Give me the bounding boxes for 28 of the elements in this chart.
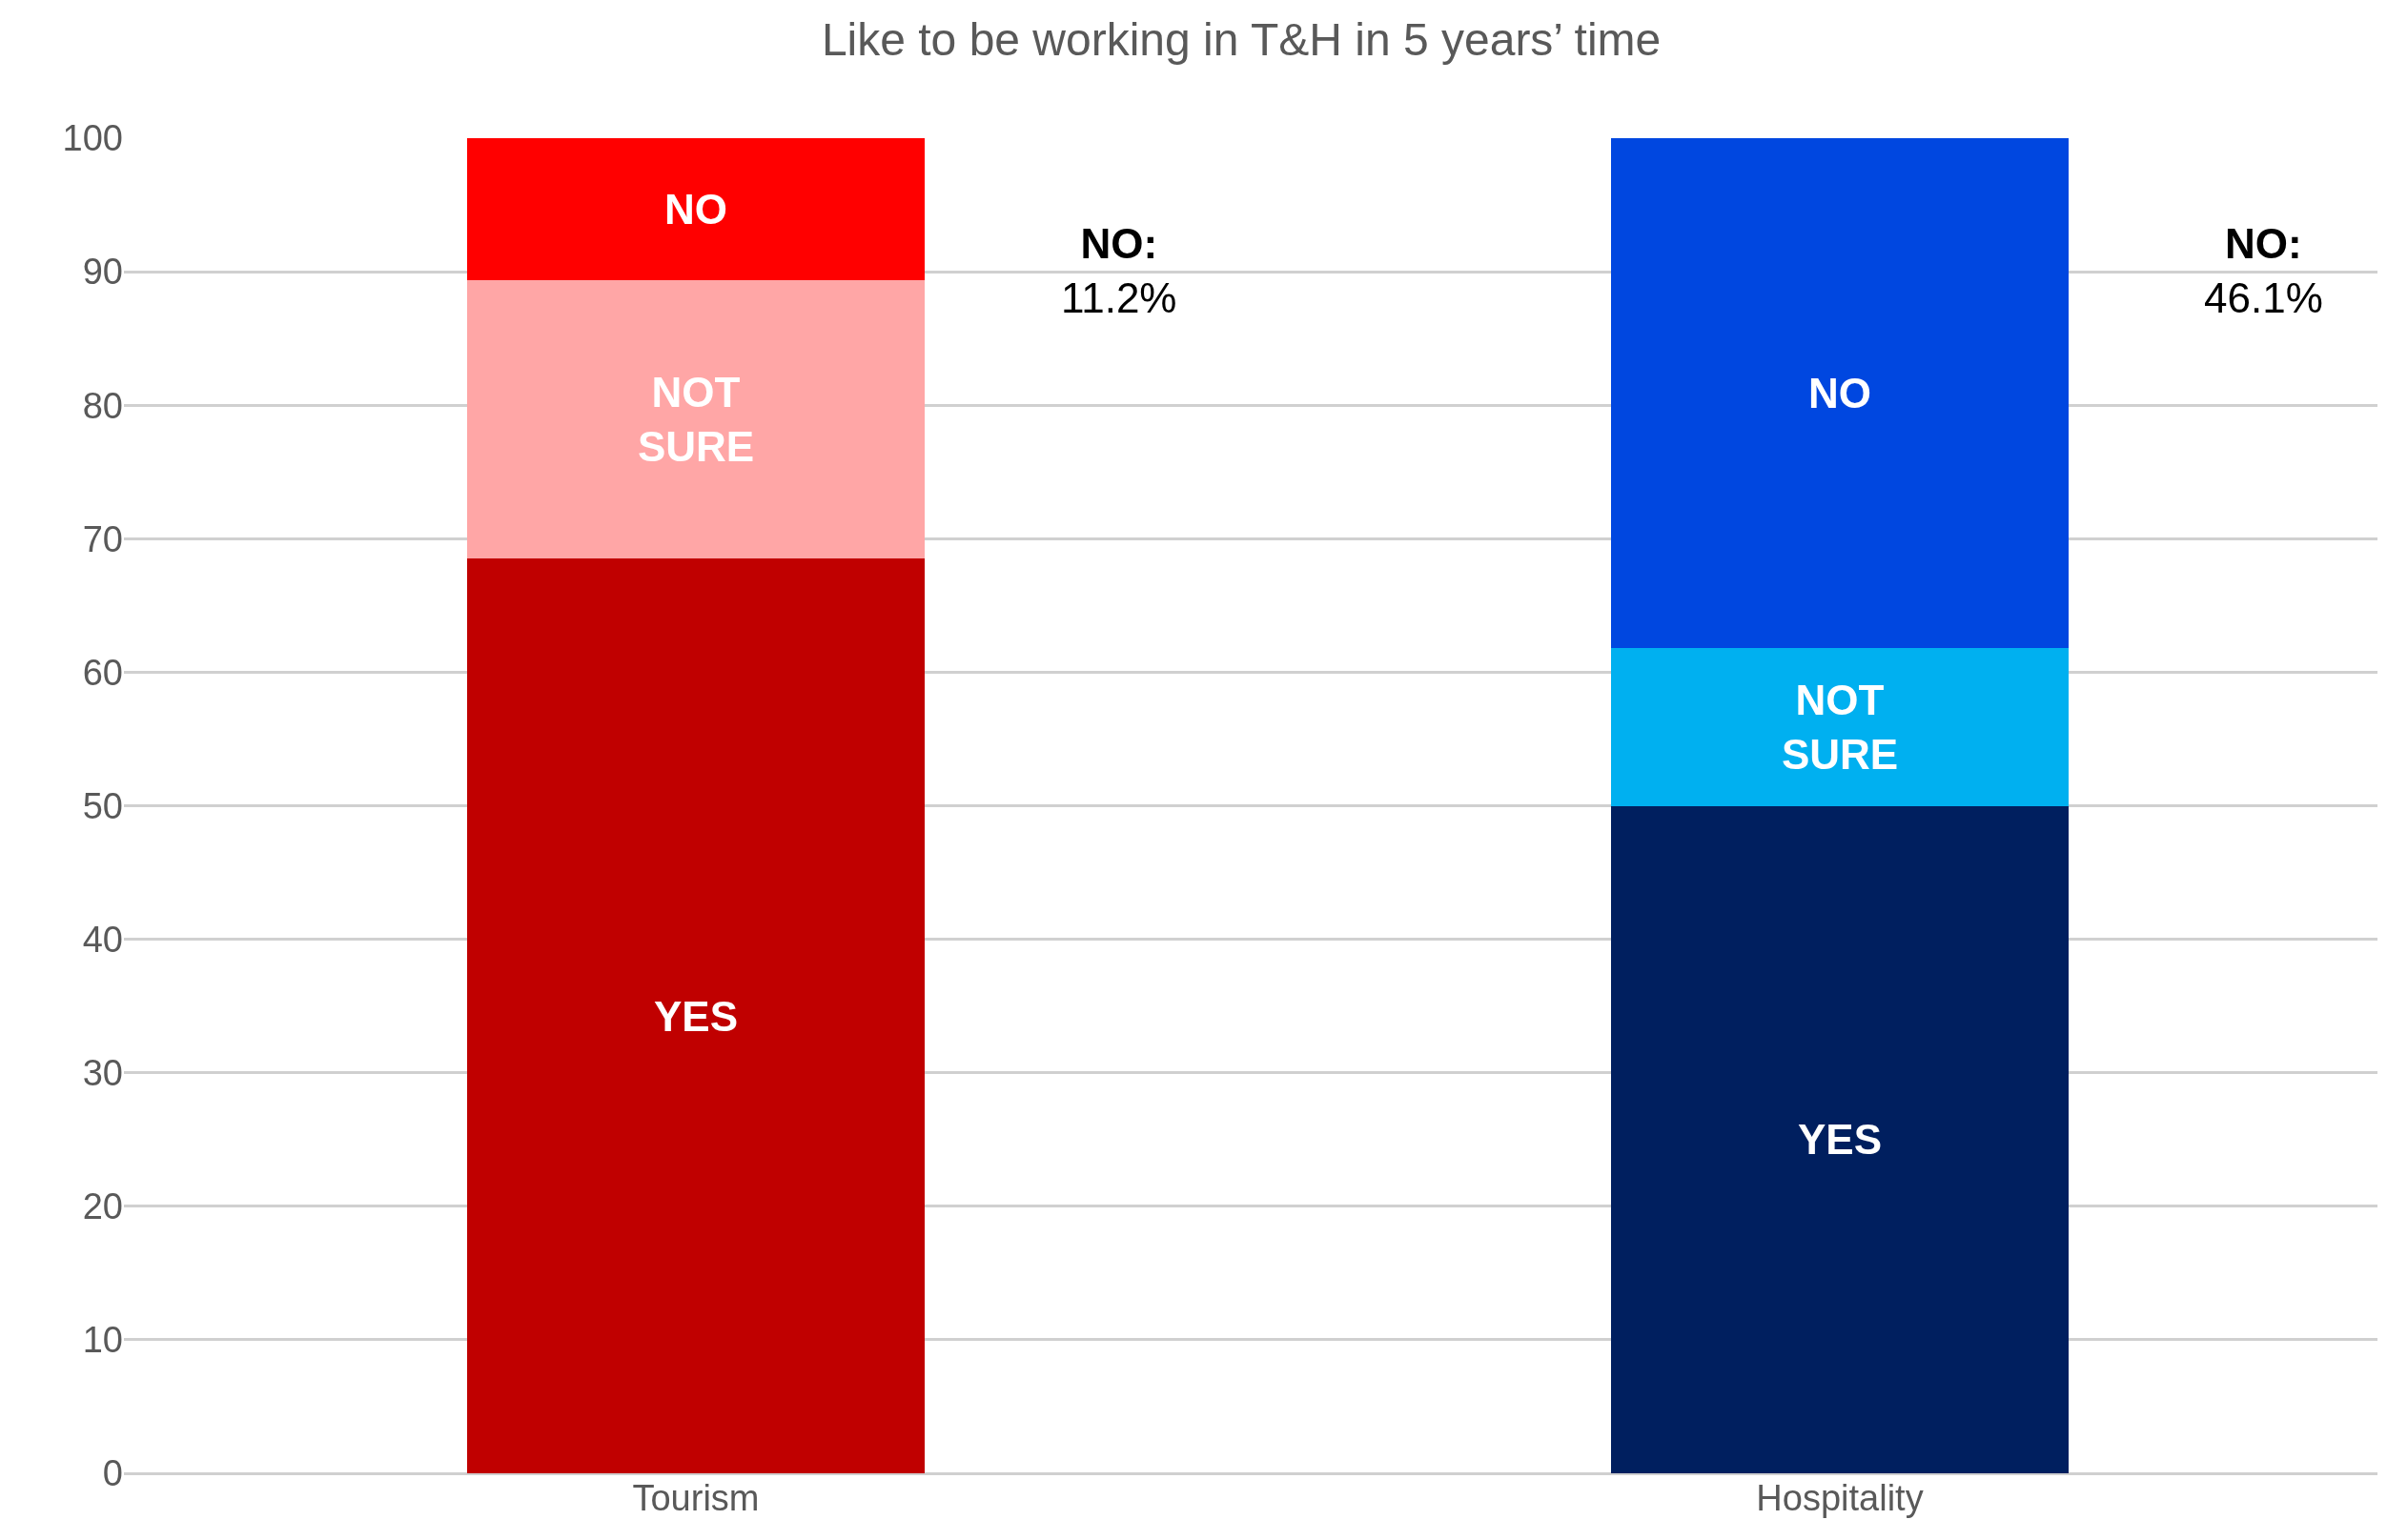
y-tick-label: 50	[82, 785, 123, 826]
bar	[467, 279, 925, 559]
bar	[1611, 805, 2069, 1473]
data-label: NO	[1808, 370, 1871, 417]
data-label: YES	[1797, 1116, 1883, 1164]
y-tick-label: 70	[82, 518, 123, 559]
y-tick-label: 90	[82, 252, 123, 293]
y-tick-label: 60	[82, 652, 123, 693]
bar	[467, 558, 925, 1473]
x-tick-label: Hospitality	[1756, 1478, 1924, 1518]
y-tick-label: 100	[62, 118, 123, 159]
data-label: NOT SURE	[637, 368, 755, 471]
y-tick-label: 10	[82, 1320, 123, 1361]
data-label: NO	[664, 185, 727, 233]
data-label: YES	[653, 992, 739, 1040]
chart-title: Like to be working in T&H in 5 years’ time	[821, 13, 1662, 65]
data-label: NOT SURE	[1781, 676, 1899, 778]
bar	[1611, 648, 2069, 806]
annotation: NO: 11.2%	[1061, 220, 1177, 322]
x-tick-label: Tourism	[632, 1478, 760, 1518]
y-tick-label: 20	[82, 1186, 123, 1227]
bar	[467, 138, 925, 280]
bar	[1611, 138, 2069, 649]
y-tick-label: 80	[82, 385, 123, 426]
y-tick-label: 30	[82, 1053, 123, 1093]
annotation: NO: 46.1%	[2204, 220, 2323, 322]
y-tick-label: 40	[82, 919, 123, 960]
y-tick-label: 0	[102, 1453, 123, 1494]
